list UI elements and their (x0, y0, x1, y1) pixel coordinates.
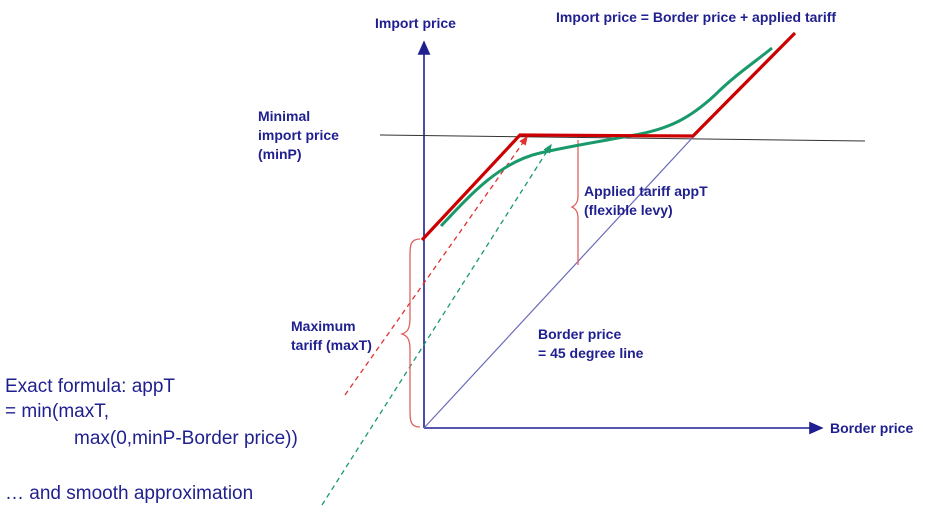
min-import-price-label-3: (minP) (258, 146, 302, 162)
dashed-red-arrow (344, 135, 528, 396)
min-import-price-label-1: Minimal (258, 108, 310, 124)
maximum-tariff-brace (399, 238, 421, 428)
exact-formula-curve (420, 31, 797, 242)
formula-line-3: max(0,minP-Border price)) (74, 428, 298, 449)
border-45-label-1: Border price (538, 326, 621, 342)
applied-tariff-label-1: Applied tariff appT (584, 183, 708, 199)
dashed-green-arrow (321, 143, 552, 506)
applied-tariff-label-2: (flexible levy) (584, 202, 673, 218)
formula-line-2: = min(maxT, (5, 401, 109, 422)
smooth-approximation-label: … and smooth approximation (5, 483, 253, 504)
y-axis-label: Import price (375, 15, 456, 31)
min-import-price-label-2: import price (258, 127, 339, 143)
maximum-tariff-label-2: tariff (maxT) (291, 337, 372, 353)
applied-tariff-brace (570, 140, 579, 265)
border-45-label-2: = 45 degree line (538, 345, 644, 361)
maximum-tariff-label-1: Maximum (291, 318, 356, 334)
x-axis-label: Border price (830, 420, 913, 436)
formula-line-1: Exact formula: appT (5, 376, 175, 397)
equation-label: Import price = Border price + applied ta… (556, 9, 836, 25)
border-price-45-line (423, 135, 695, 429)
